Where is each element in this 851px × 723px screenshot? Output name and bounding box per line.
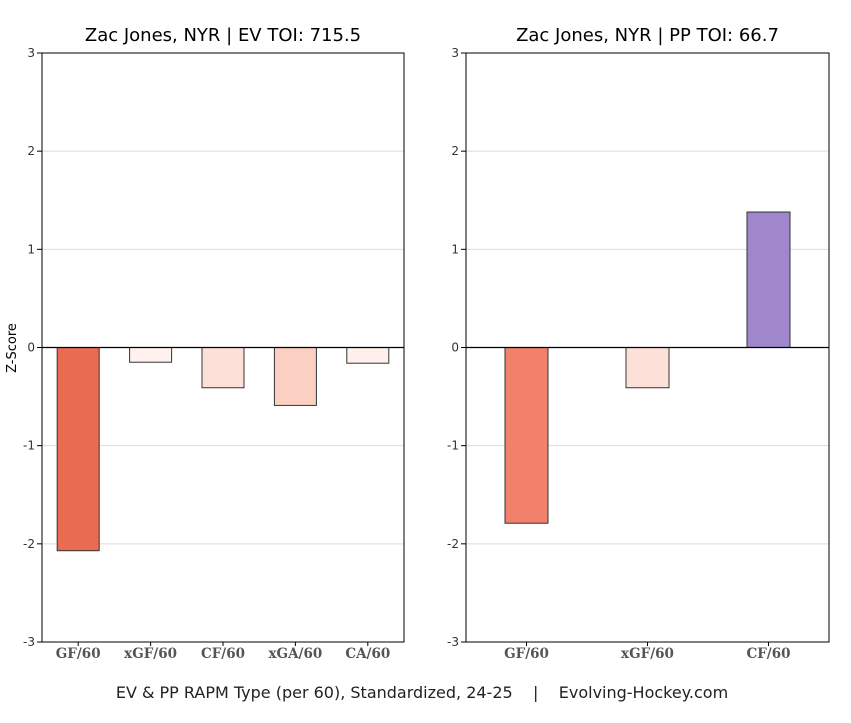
y-tick-label: -2 xyxy=(23,537,35,551)
y-tick-label: -2 xyxy=(447,537,459,551)
x-tick-label: CF/60 xyxy=(746,646,790,662)
ev-panel: -3 -2 -1 0 1 2 3 GF/60 xGF/60 CF/60 xGA/60 CA/60 Zac… xyxy=(23,25,405,662)
y-axis-label: Z-Score xyxy=(5,323,20,373)
y-tick-label: 2 xyxy=(27,144,35,158)
y-tick-label: 3 xyxy=(27,46,35,60)
figure-caption: EV & PP RAPM Type (per 60), Standardized… xyxy=(116,683,728,702)
x-tick-label: GF/60 xyxy=(56,646,101,662)
plot-frame xyxy=(465,52,830,643)
y-tick-label: -1 xyxy=(447,439,459,453)
x-tick-label: CA/60 xyxy=(345,646,390,662)
bar-xgf-60 xyxy=(625,347,670,389)
y-tick-label: 0 xyxy=(451,341,459,355)
plot-frame xyxy=(41,52,405,643)
y-tick-label: 1 xyxy=(27,242,35,256)
x-tick-label: xGF/60 xyxy=(124,646,177,662)
x-tick-label: xGF/60 xyxy=(621,646,674,662)
bar-cf-60 xyxy=(746,211,791,348)
y-tick-label: 3 xyxy=(451,46,459,60)
y-tick-label: -3 xyxy=(447,635,459,649)
bar-xgf-60 xyxy=(129,347,173,363)
x-tick-label: CF/60 xyxy=(201,646,245,662)
x-tick-label: GF/60 xyxy=(504,646,549,662)
bar-xga-60 xyxy=(273,347,317,406)
y-tick-label: -3 xyxy=(23,635,35,649)
bar-ca-60 xyxy=(346,347,390,364)
bar-cf-60 xyxy=(201,347,245,389)
y-tick-label: 2 xyxy=(451,144,459,158)
panel-title: Zac Jones, NYR | PP TOI: 66.7 xyxy=(516,25,779,46)
y-tick-label: 0 xyxy=(27,341,35,355)
bar-gf-60 xyxy=(504,347,549,524)
y-tick-label: 1 xyxy=(451,242,459,256)
x-tick-label: xGA/60 xyxy=(269,646,323,662)
pp-panel: -3 -2 -1 0 1 2 3 GF/60 xGF/60 CF/60 Zac Jones, NYR… xyxy=(447,25,830,662)
panel-title: Zac Jones, NYR | EV TOI: 715.5 xyxy=(85,25,361,46)
bar-gf-60 xyxy=(56,347,100,552)
y-tick-label: -1 xyxy=(23,439,35,453)
